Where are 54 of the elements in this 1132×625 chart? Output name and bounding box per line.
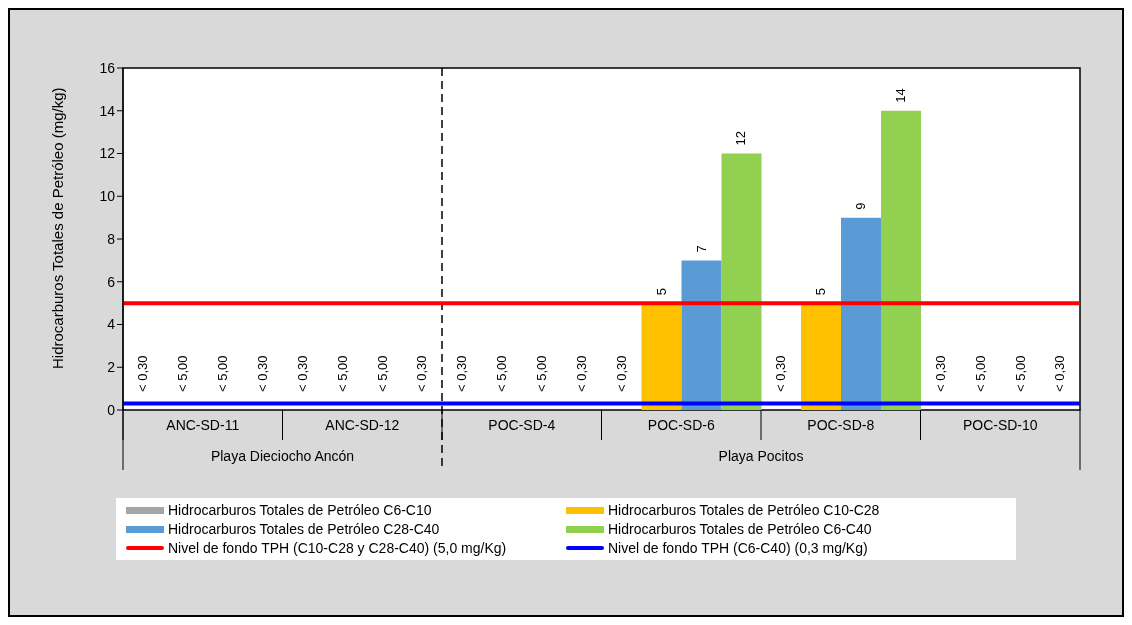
legend-label: Hidrocarburos Totales de Petróleo C6-C40 (608, 521, 872, 537)
x-tick-label: POC-SD-6 (647, 417, 715, 433)
x-tick-label: POC-SD-8 (807, 417, 875, 433)
y-tick-label: 8 (107, 230, 116, 247)
data-label: 14 (892, 88, 908, 103)
y-tick-label: 12 (99, 145, 116, 162)
x-tick-label: POC-SD-10 (962, 417, 1038, 433)
y-tick-label: 2 (107, 359, 116, 376)
text: < 0,30 (932, 355, 948, 392)
text: < 5,00 (175, 355, 191, 392)
y-tick-label: 16 (99, 59, 116, 76)
text: < 5,00 (494, 355, 510, 392)
y-tick-label: 14 (99, 102, 116, 119)
text: Playa Pocitos (718, 448, 804, 464)
bar (801, 303, 841, 410)
x-tick-label: POC-SD-4 (488, 417, 556, 433)
text: < 5,00 (334, 355, 350, 392)
data-label: 12 (733, 131, 749, 146)
text: < 0,30 (573, 355, 589, 392)
data-label: 9 (853, 202, 869, 210)
text: < 0,30 (414, 355, 430, 392)
y-tick-label: 4 (107, 316, 116, 333)
text: < 5,00 (374, 355, 390, 392)
bar (681, 260, 722, 410)
data-label: 7 (693, 245, 709, 253)
text: < 0,30 (254, 355, 270, 392)
legend-label: Hidrocarburos Totales de Petróleo C10-C28 (608, 502, 880, 518)
text: < 5,00 (972, 355, 988, 392)
bar (841, 217, 881, 410)
text: < 5,00 (534, 355, 550, 392)
text: < 0,30 (613, 355, 629, 392)
y-axis-title: Hidrocarburos Totales de Petróleo (mg/kg) (49, 87, 67, 369)
text: < 0,30 (454, 355, 470, 392)
text: Playa Dieciocho Ancón (210, 448, 355, 464)
bar (721, 153, 762, 410)
y-tick-label: 0 (107, 401, 116, 418)
y-tick-label: 6 (107, 273, 116, 290)
x-tick-label: ANC-SD-12 (325, 417, 400, 433)
data-label: 5 (653, 287, 669, 296)
text: < 0,30 (294, 355, 310, 392)
data-label: 5 (813, 287, 829, 296)
legend-label: Hidrocarburos Totales de Petróleo C6-C10 (168, 502, 432, 518)
bar (641, 303, 682, 410)
text: < 0,30 (773, 355, 789, 392)
bar (881, 110, 921, 410)
text: < 0,30 (135, 355, 151, 392)
text: < 5,00 (1012, 355, 1028, 392)
legend-label: Nivel de fondo TPH (C6-C40) (0,3 mg/Kg) (608, 540, 868, 556)
text: < 5,00 (215, 355, 231, 392)
x-tick-label: ANC-SD-11 (166, 417, 240, 433)
text: < 0,30 (1052, 355, 1068, 392)
y-tick-label: 10 (99, 188, 116, 205)
legend-label: Hidrocarburos Totales de Petróleo C28-C40 (168, 521, 440, 537)
legend-label: Nivel de fondo TPH (C10-C28 y C28-C40) (5,0 mg/Kg) (168, 540, 507, 556)
